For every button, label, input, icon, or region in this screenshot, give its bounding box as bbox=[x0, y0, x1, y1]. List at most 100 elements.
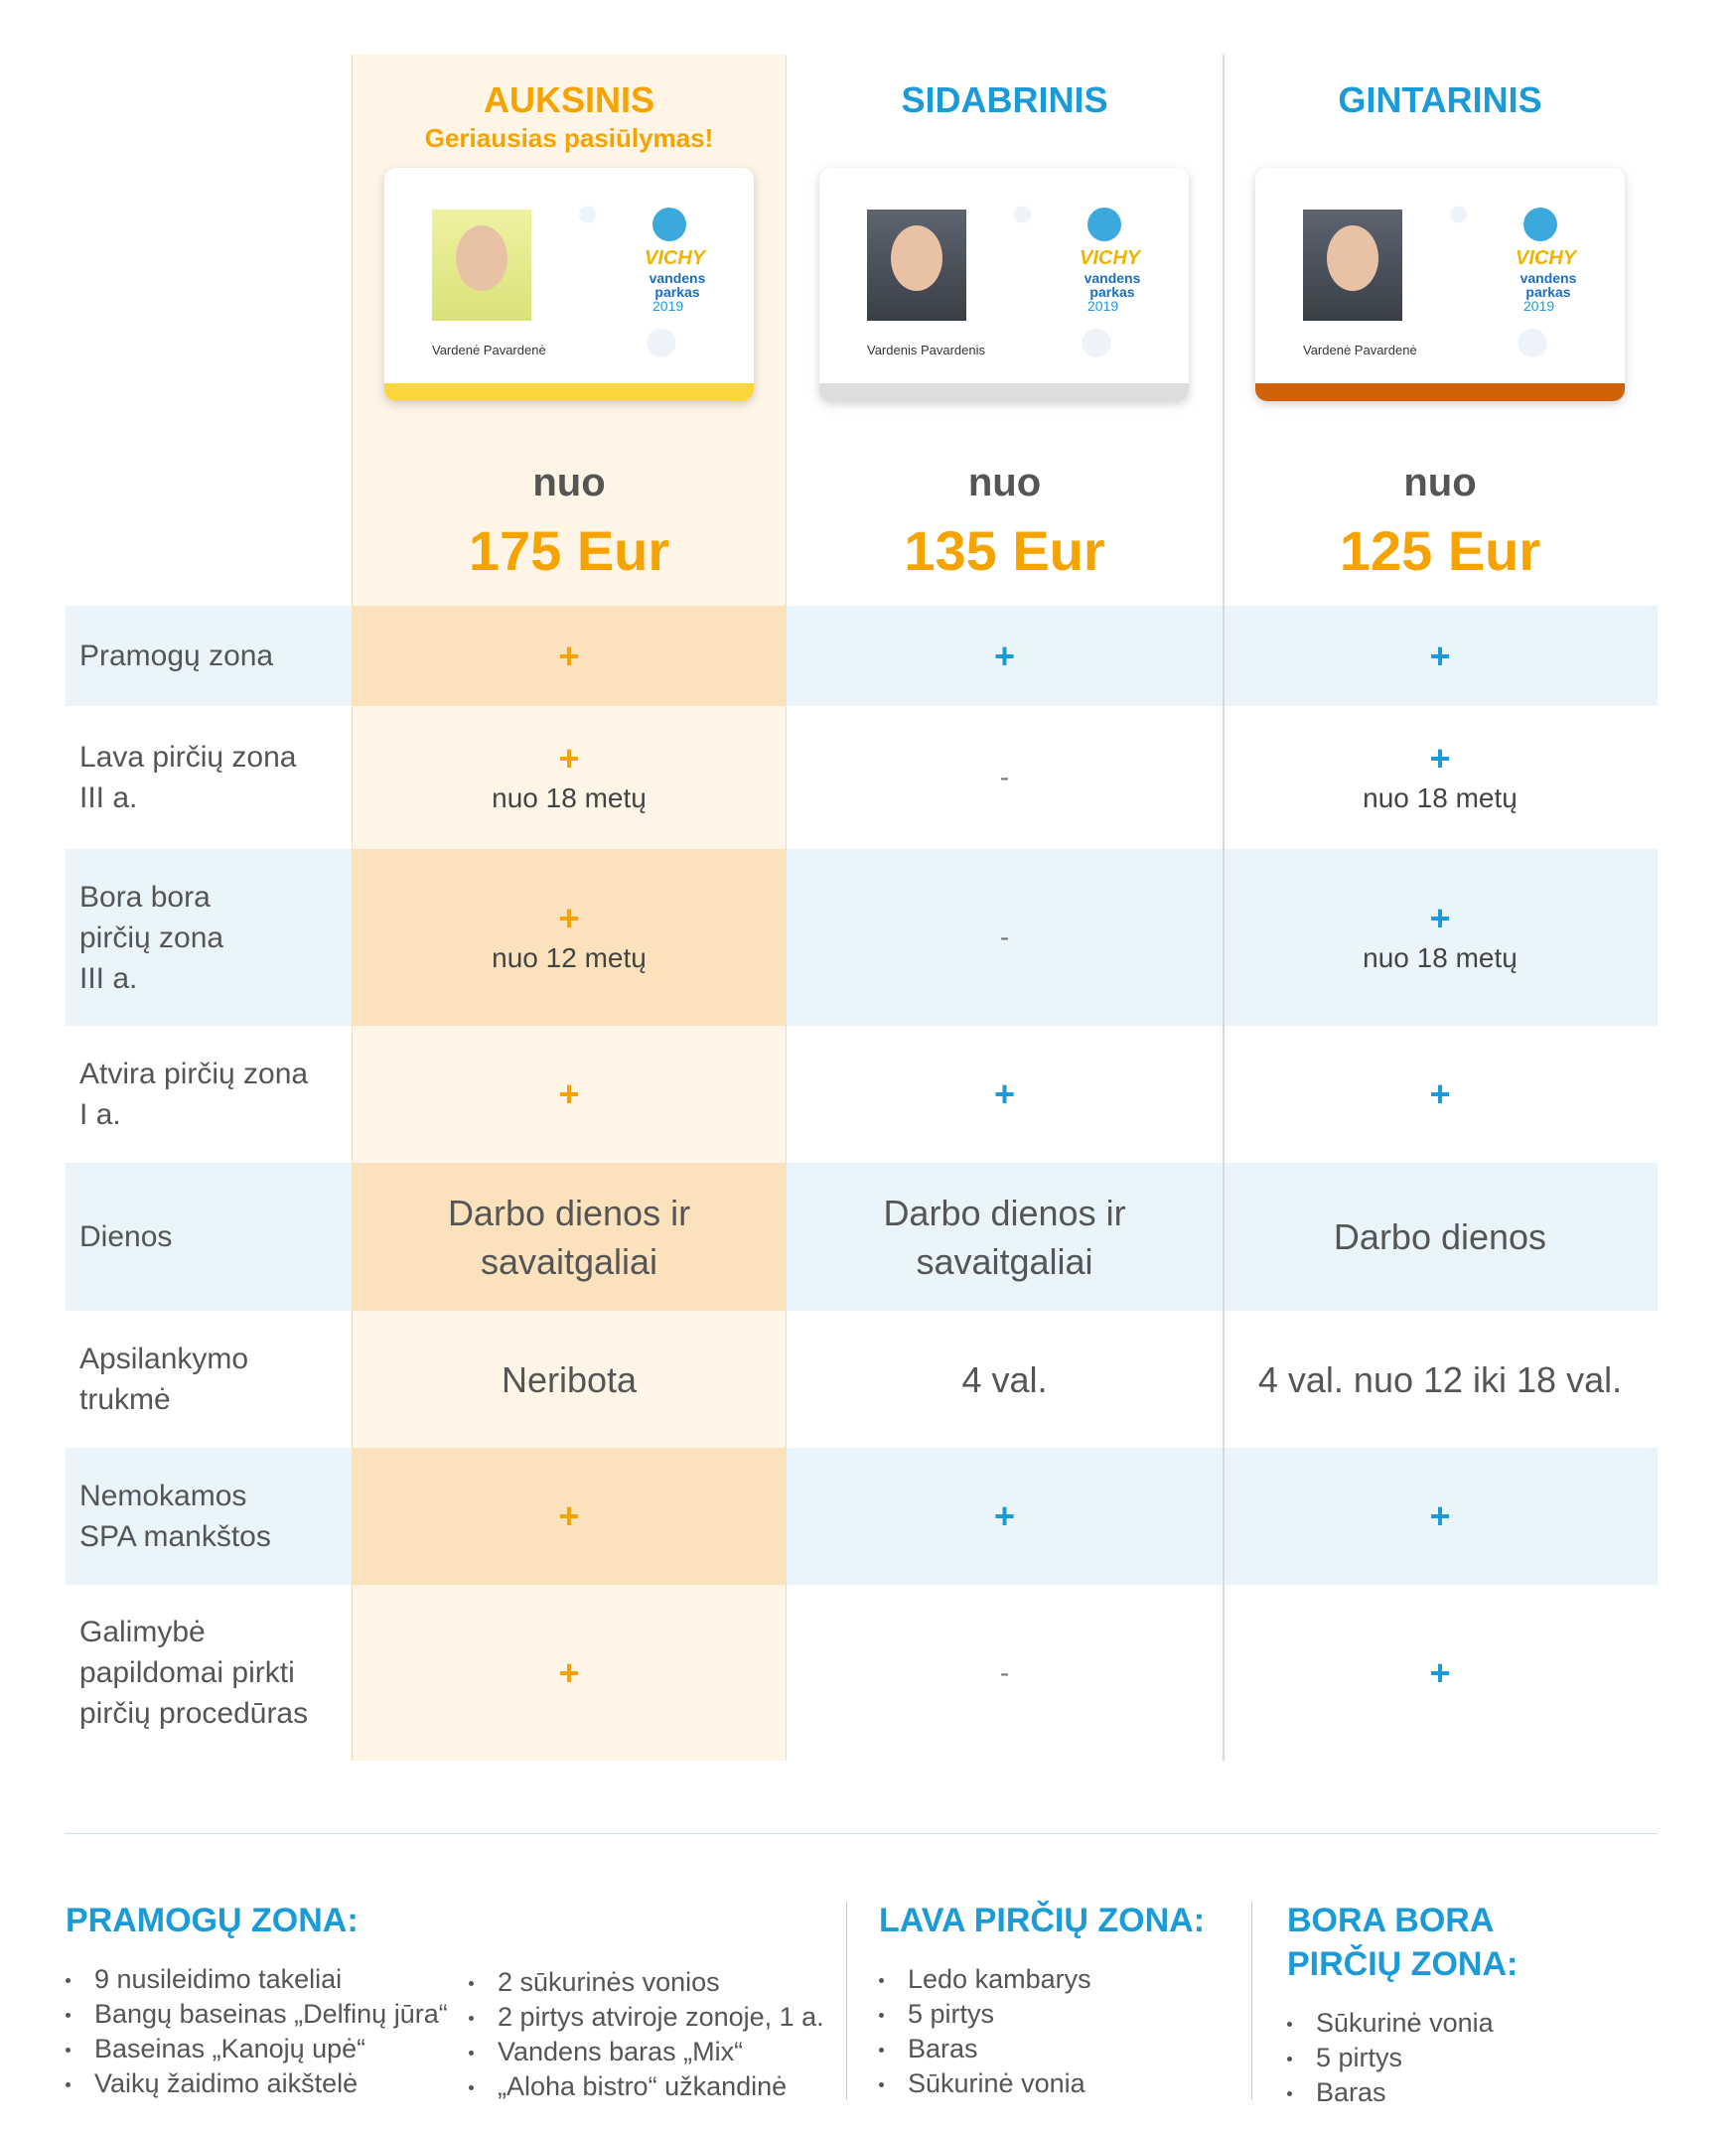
row-background bbox=[66, 606, 1658, 706]
zone-bullet bbox=[1287, 2022, 1292, 2027]
section-divider bbox=[66, 1833, 1658, 1834]
row-label-line: Apsilankymo bbox=[79, 1343, 249, 1375]
member-card: Vardenis Pavardenis VICHY vandens parkas 20… bbox=[819, 168, 1189, 401]
zone-item: Baras bbox=[1316, 2077, 1386, 2107]
dash-mark: - bbox=[999, 922, 1010, 952]
plus-mark: + bbox=[993, 1073, 1016, 1114]
plus-mark: + bbox=[1429, 898, 1451, 938]
zone-item: Ledo kambarys bbox=[908, 1964, 1091, 1994]
cell: + nuo 18 metų bbox=[1223, 706, 1658, 849]
zone-title-line: PRAMOGŲ ZONA: bbox=[66, 1902, 359, 1939]
plus-mark: + bbox=[558, 1495, 580, 1536]
plus-mark: + bbox=[558, 635, 580, 676]
zone-bullet bbox=[66, 2048, 71, 2053]
cell-text: Darbo dienos bbox=[1333, 1216, 1547, 1257]
card-holder-name: Vardenė Pavardenė bbox=[1303, 343, 1417, 357]
zone-item: 5 pirtys bbox=[1316, 2043, 1403, 2072]
plus-mark: + bbox=[1429, 1651, 1451, 1693]
price-prefix: nuo bbox=[967, 461, 1042, 504]
plan-subtitle: Geriausias pasiūlymas! bbox=[424, 123, 714, 153]
plus-mark: + bbox=[993, 1495, 1016, 1536]
row-label-line: pirčių zona bbox=[79, 921, 224, 954]
card-photo-face bbox=[1327, 225, 1378, 291]
zone-item: 9 nusileidimo takeliai bbox=[94, 1964, 343, 1994]
card-stripe bbox=[819, 383, 1189, 401]
row-label: Pramogų zona bbox=[79, 606, 348, 706]
row-label-line: Bora bora bbox=[79, 880, 211, 914]
cell: + bbox=[787, 606, 1223, 706]
zone-item: Sūkurinė vonia bbox=[908, 2068, 1085, 2098]
zone-item: „Aloha bistro“ užkandinė bbox=[498, 2071, 788, 2101]
column-divider bbox=[1223, 55, 1225, 1761]
cell: + bbox=[352, 1585, 787, 1761]
cell-text: savaitgaliai bbox=[916, 1240, 1093, 1282]
cell: + nuo 18 metų bbox=[352, 706, 787, 849]
card-logo-top: VICHY bbox=[645, 247, 706, 269]
row-label-line: trukmė bbox=[79, 1383, 171, 1416]
zone-title-line: BORA BORA bbox=[1287, 1902, 1495, 1939]
zone-title-line: PIRČIŲ ZONA: bbox=[1287, 1945, 1519, 1983]
cell: + bbox=[1223, 1448, 1658, 1585]
card-logo-year: 2019 bbox=[1087, 298, 1119, 314]
row-label-line: Nemokamos bbox=[79, 1480, 247, 1512]
cell: + nuo 12 metų bbox=[352, 849, 787, 1026]
zone-bullet bbox=[469, 2051, 474, 2056]
zone-item: Vandens baras „Mix“ bbox=[498, 2037, 744, 2066]
plus-mark: + bbox=[1429, 635, 1451, 676]
highlight-cell bbox=[352, 1163, 787, 1311]
cell: - bbox=[787, 706, 1223, 849]
row-label: Nemokamos SPA mankštos bbox=[79, 1448, 348, 1585]
zone-title: LAVA PIRČIŲ ZONA: bbox=[879, 1899, 1205, 1942]
zone-item: 2 sūkurinės vonios bbox=[498, 1967, 720, 1997]
row-label-line: III a. bbox=[79, 961, 138, 995]
zone-bullet bbox=[66, 1978, 71, 1983]
card-logo-year: 2019 bbox=[652, 298, 684, 314]
cell-text: 4 val. bbox=[961, 1358, 1048, 1400]
row-label-line: pirčių procedūras bbox=[79, 1697, 309, 1730]
card-holder-name: Vardenis Pavardenis bbox=[867, 343, 985, 357]
cell-text: savaitgaliai bbox=[480, 1240, 658, 1282]
cell: + bbox=[352, 606, 787, 706]
cell: + bbox=[1223, 606, 1658, 706]
highlight-cell bbox=[352, 1448, 787, 1585]
zone-divider bbox=[846, 1902, 847, 2100]
card-logo-year: 2019 bbox=[1523, 298, 1555, 314]
card-logo-icon bbox=[652, 208, 686, 241]
row-label-line: Atvira pirčių zona bbox=[79, 1058, 309, 1090]
row-background bbox=[66, 849, 1658, 1026]
zone-bullet bbox=[879, 2082, 884, 2087]
price-prefix: nuo bbox=[532, 461, 606, 504]
cell: + bbox=[352, 1448, 787, 1585]
cell-text: 4 val. nuo 12 iki 18 val. bbox=[1257, 1358, 1623, 1400]
cell: + nuo 18 metų bbox=[1223, 849, 1658, 1026]
cell-text: Darbo dienos ir bbox=[447, 1192, 691, 1233]
plus-mark: + bbox=[558, 1651, 580, 1693]
highlight-cell bbox=[352, 849, 787, 1026]
card-photo-face bbox=[891, 225, 942, 291]
plus-mark: + bbox=[558, 1073, 580, 1114]
cell: 4 val. nuo 12 iki 18 val. bbox=[1223, 1311, 1658, 1448]
cell-text: nuo 18 metų bbox=[1363, 782, 1518, 813]
price-prefix: nuo bbox=[1403, 461, 1477, 504]
zone-item: Baseinas „Kanojų upė“ bbox=[94, 2034, 366, 2063]
zone-item: 5 pirtys bbox=[908, 1999, 995, 2029]
price: 125 Eur bbox=[1339, 519, 1541, 582]
row-label: Dienos bbox=[79, 1163, 348, 1311]
card-holder-name: Vardenė Pavardenė bbox=[432, 343, 546, 357]
cell: + bbox=[1223, 1585, 1658, 1761]
row-label-line: Dienos bbox=[79, 1220, 173, 1253]
plan-name: GINTARINIS bbox=[1338, 79, 1542, 120]
cell-text: nuo 18 metų bbox=[1363, 942, 1518, 973]
cell: + bbox=[787, 1448, 1223, 1585]
zone-title-line: LAVA PIRČIŲ ZONA: bbox=[879, 1902, 1206, 1939]
price: 135 Eur bbox=[904, 519, 1105, 582]
zone-bullet bbox=[1287, 2057, 1292, 2061]
zone-bullet bbox=[879, 1978, 884, 1983]
cell: - bbox=[787, 1585, 1223, 1761]
zone-item: 2 pirtys atviroje zonoje, 1 a. bbox=[498, 2002, 824, 2032]
cell: Darbo dienos ir savaitgaliai bbox=[352, 1163, 787, 1311]
cell-text: nuo 18 metų bbox=[492, 782, 647, 813]
zone-bullet bbox=[469, 1981, 474, 1986]
row-label-line: Lava pirčių zona bbox=[79, 741, 297, 774]
